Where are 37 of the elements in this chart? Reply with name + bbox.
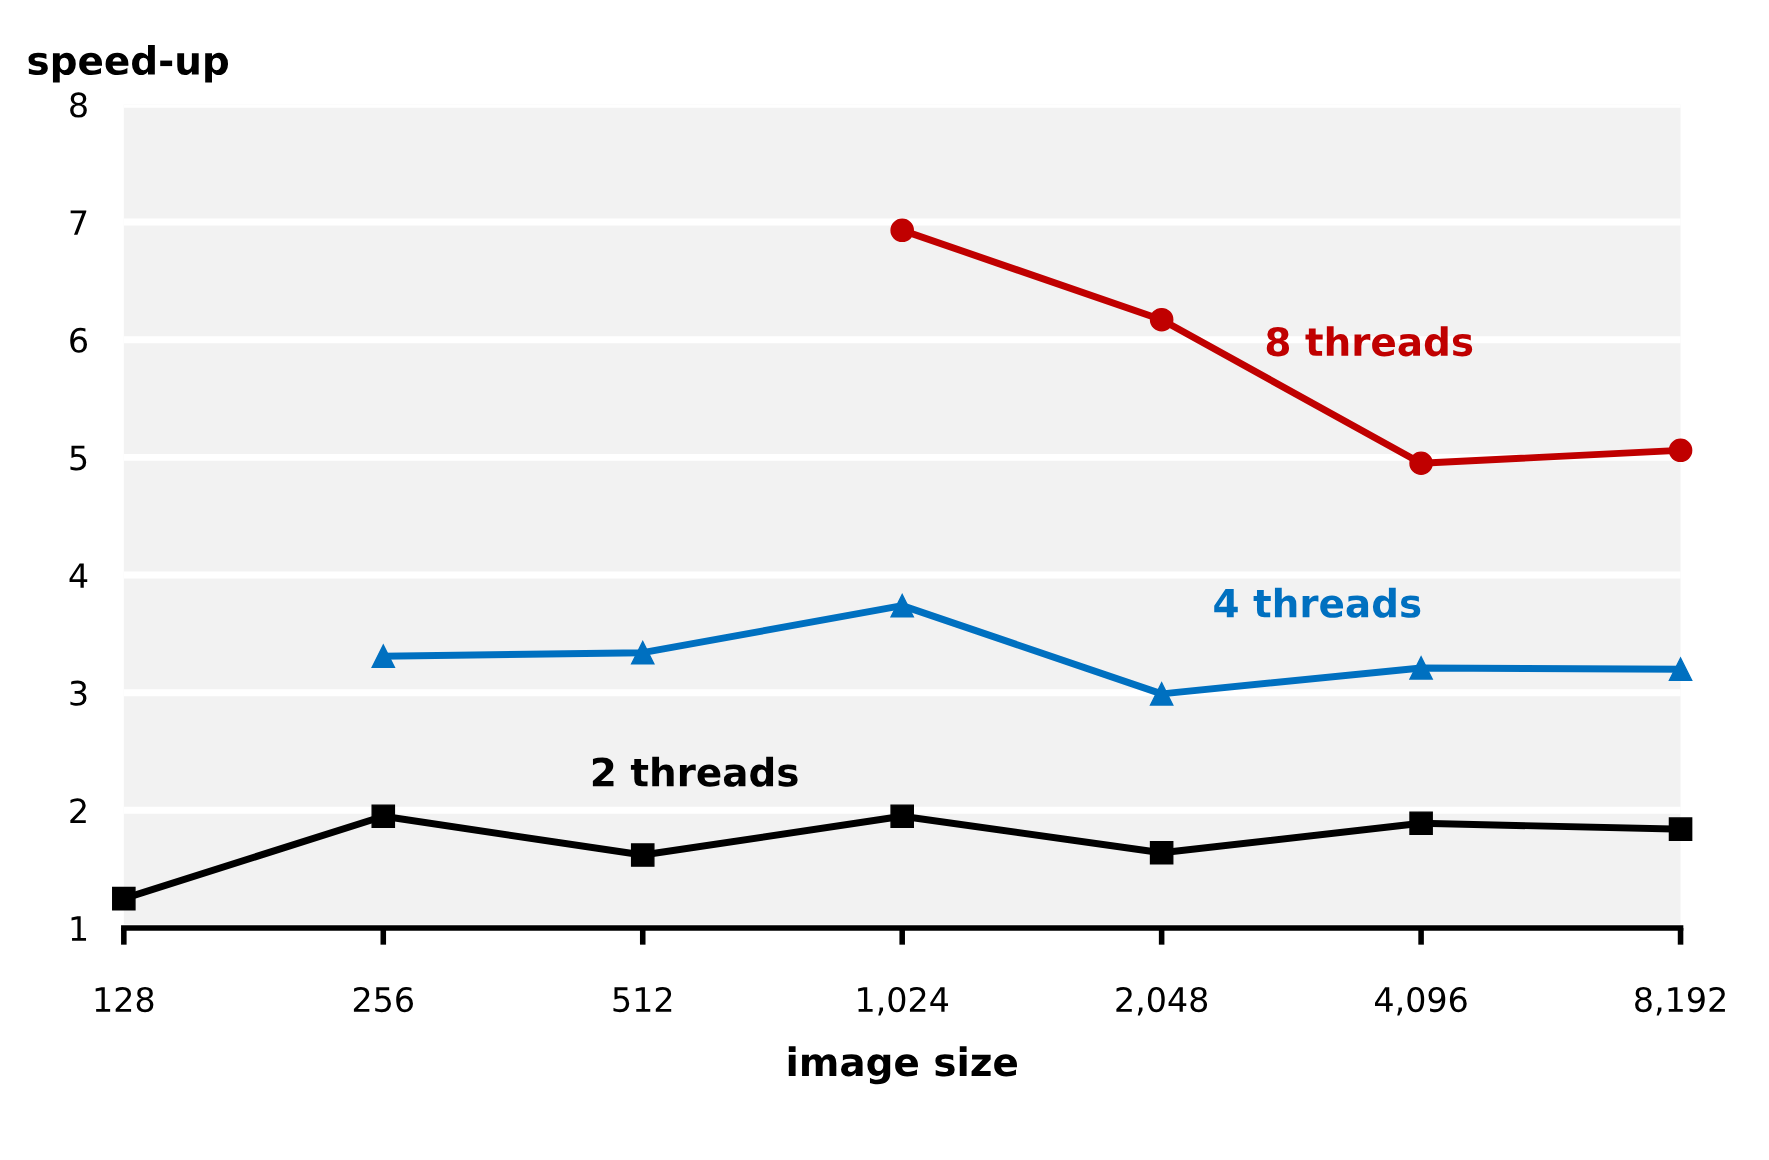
point [371,644,396,669]
y-tick-label: 8 [70,92,87,118]
point [890,218,914,243]
x-tick-label: 4,096 [1375,986,1467,1016]
point [1409,811,1433,836]
point [1668,657,1693,681]
x-tick-label: 512 [613,986,672,1013]
y-tick-label: 6 [70,327,88,353]
y-tick-label: 5 [70,445,87,471]
y-tick-label: 3 [70,680,87,706]
point [1149,682,1174,706]
x-tick-label: 128 [95,986,154,1013]
point [371,804,396,829]
series-label: 4 threads [1214,587,1421,618]
series-label: 8 threads [1266,326,1473,357]
x-tick-label: 2,048 [1116,986,1208,1016]
point [890,804,914,829]
x-tick-label: 8,192 [1635,986,1725,1016]
point [890,593,914,618]
series-label: 2 threads [592,756,798,787]
y-tick-label: 4 [69,563,88,588]
y-axis-title: speed-up [28,44,229,83]
x-tick-label: 1,024 [858,986,949,1016]
y-tick-label: 2 [70,798,86,824]
point [630,843,655,867]
point [1149,840,1174,865]
x-axis-title: image size [788,1046,1017,1085]
point [630,640,655,665]
y-tick-label: 1 [71,916,87,941]
point [112,886,136,911]
point [1409,451,1433,476]
point [1149,307,1174,332]
x-tick-label: 256 [353,986,413,1013]
point [1668,438,1693,463]
point [1668,817,1693,841]
y-tick-label: 7 [70,210,87,235]
point [1409,656,1433,680]
